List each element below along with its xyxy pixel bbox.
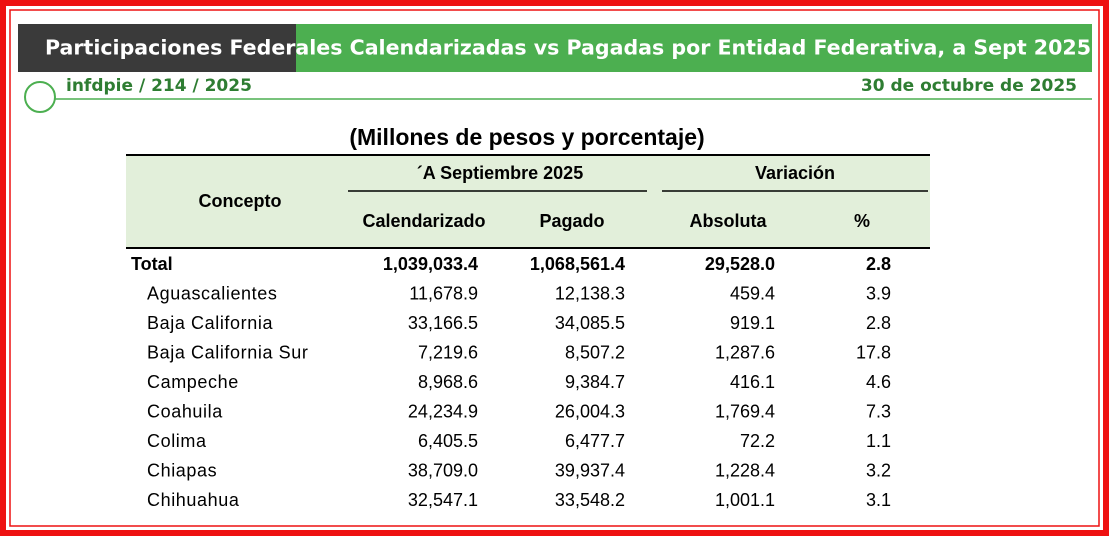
cell-value: 9,384.7 <box>565 372 625 392</box>
cell-value: 34,085.5 <box>555 313 625 333</box>
row-label: Campeche <box>147 372 239 392</box>
cell-value: 6,405.5 <box>418 431 478 451</box>
row-label: Chiapas <box>147 460 217 480</box>
cell-value: 38,709.0 <box>408 460 478 480</box>
cell-value: 1,039,033.4 <box>383 254 478 274</box>
cell-value: 1,001.1 <box>715 490 775 510</box>
header-circle <box>24 81 56 113</box>
cell-value: 1,228.4 <box>715 460 775 480</box>
cell-value: 32,547.1 <box>408 490 478 510</box>
header-band <box>126 155 930 248</box>
column-header: Pagado <box>539 211 604 231</box>
group-header: ´A Septiembre 2025 <box>417 163 583 183</box>
cell-value: 3.9 <box>866 283 891 303</box>
concept-header: Concepto <box>199 191 282 211</box>
cell-value: 17.8 <box>856 342 891 362</box>
header-dark <box>18 24 296 72</box>
row-label: Coahuila <box>147 401 223 421</box>
cell-value: 72.2 <box>740 431 775 451</box>
inner-border <box>9 9 1100 527</box>
cell-value: 7,219.6 <box>418 342 478 362</box>
cell-value: 1,068,561.4 <box>530 254 625 274</box>
column-header: Calendarizado <box>362 211 485 231</box>
cell-value: 24,234.9 <box>408 401 478 421</box>
column-header: % <box>854 211 870 231</box>
cell-value: 3.1 <box>866 490 891 510</box>
cell-value: 39,937.4 <box>555 460 625 480</box>
cell-value: 1,769.4 <box>715 401 775 421</box>
cell-value: 8,968.6 <box>418 372 478 392</box>
row-label: Aguascalientes <box>147 283 277 303</box>
cell-value: 8,507.2 <box>565 342 625 362</box>
cell-value: 4.6 <box>866 372 891 392</box>
cell-value: 26,004.3 <box>555 401 625 421</box>
table-subtitle: (Millones de pesos y porcentaje) <box>349 124 704 150</box>
row-label: Total <box>131 254 173 274</box>
cell-value: 919.1 <box>730 313 775 333</box>
row-label: Baja California Sur <box>147 342 308 362</box>
cell-value: 7.3 <box>866 401 891 421</box>
header-title: Participaciones Federales Calendarizadas… <box>45 36 1091 60</box>
cell-value: 1.1 <box>866 431 891 451</box>
cell-value: 2.8 <box>866 254 891 274</box>
cell-value: 2.8 <box>866 313 891 333</box>
cell-value: 12,138.3 <box>555 283 625 303</box>
row-label: Colima <box>147 431 207 451</box>
cell-value: 3.2 <box>866 460 891 480</box>
cell-value: 1,287.6 <box>715 342 775 362</box>
report-date: 30 de octubre de 2025 <box>861 76 1077 96</box>
cell-value: 459.4 <box>730 283 775 303</box>
report-code: infdpie / 214 / 2025 <box>66 76 252 96</box>
cell-value: 33,548.2 <box>555 490 625 510</box>
row-label: Chihuahua <box>147 490 240 510</box>
cell-value: 6,477.7 <box>565 431 625 451</box>
column-header: Absoluta <box>689 211 767 231</box>
cell-value: 11,678.9 <box>409 283 478 303</box>
cell-value: 33,166.5 <box>408 313 478 333</box>
row-label: Baja California <box>147 313 273 333</box>
cell-value: 416.1 <box>730 372 775 392</box>
cell-value: 29,528.0 <box>705 254 775 274</box>
header-green <box>296 24 1092 72</box>
group-header: Variación <box>755 163 835 183</box>
